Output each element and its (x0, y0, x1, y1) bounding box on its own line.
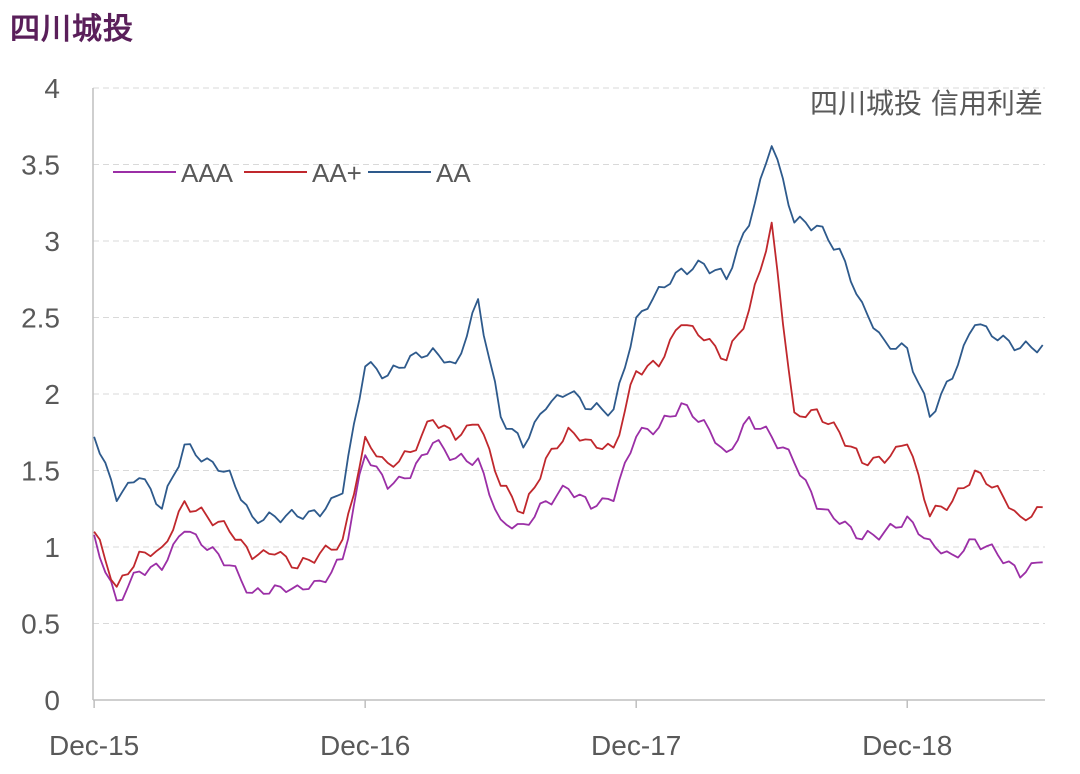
gridlines (93, 87, 1045, 624)
y-tick-label: 3 (44, 226, 60, 257)
y-tick-label: 2.5 (21, 303, 60, 334)
series-line-aa-plus (93, 221, 1043, 588)
y-tick-label: 1 (44, 532, 60, 563)
y-tick-label: 4 (44, 73, 60, 104)
legend-label: AA+ (312, 158, 362, 188)
y-tick-label: 0 (44, 685, 60, 716)
y-tick-label: 2 (44, 379, 60, 410)
series-lines (93, 145, 1044, 602)
legend: AAA AA+ AA (113, 158, 471, 188)
x-tick-label: Dec-17 (591, 730, 681, 761)
series-line-aaa (93, 402, 1043, 602)
axes: 0 0.5 1 1.5 2 2.5 3 3.5 4 Dec-15 Dec-16 Dec-17 Dec-1… (21, 73, 1045, 761)
series-line-aa (93, 145, 1044, 525)
page-title: 四川城投 (10, 12, 134, 47)
chart-title: 四川城投 信用利差 (810, 87, 1043, 120)
legend-label: AAA (181, 158, 234, 188)
y-tick-label: 1.5 (21, 456, 60, 487)
y-tick-label: 3.5 (21, 150, 60, 181)
legend-label: AA (436, 158, 471, 188)
x-tick-label: Dec-15 (49, 730, 139, 761)
x-tick-label: Dec-16 (320, 730, 410, 761)
x-tick-label: Dec-18 (862, 730, 952, 761)
y-tick-label: 0.5 (21, 609, 60, 640)
